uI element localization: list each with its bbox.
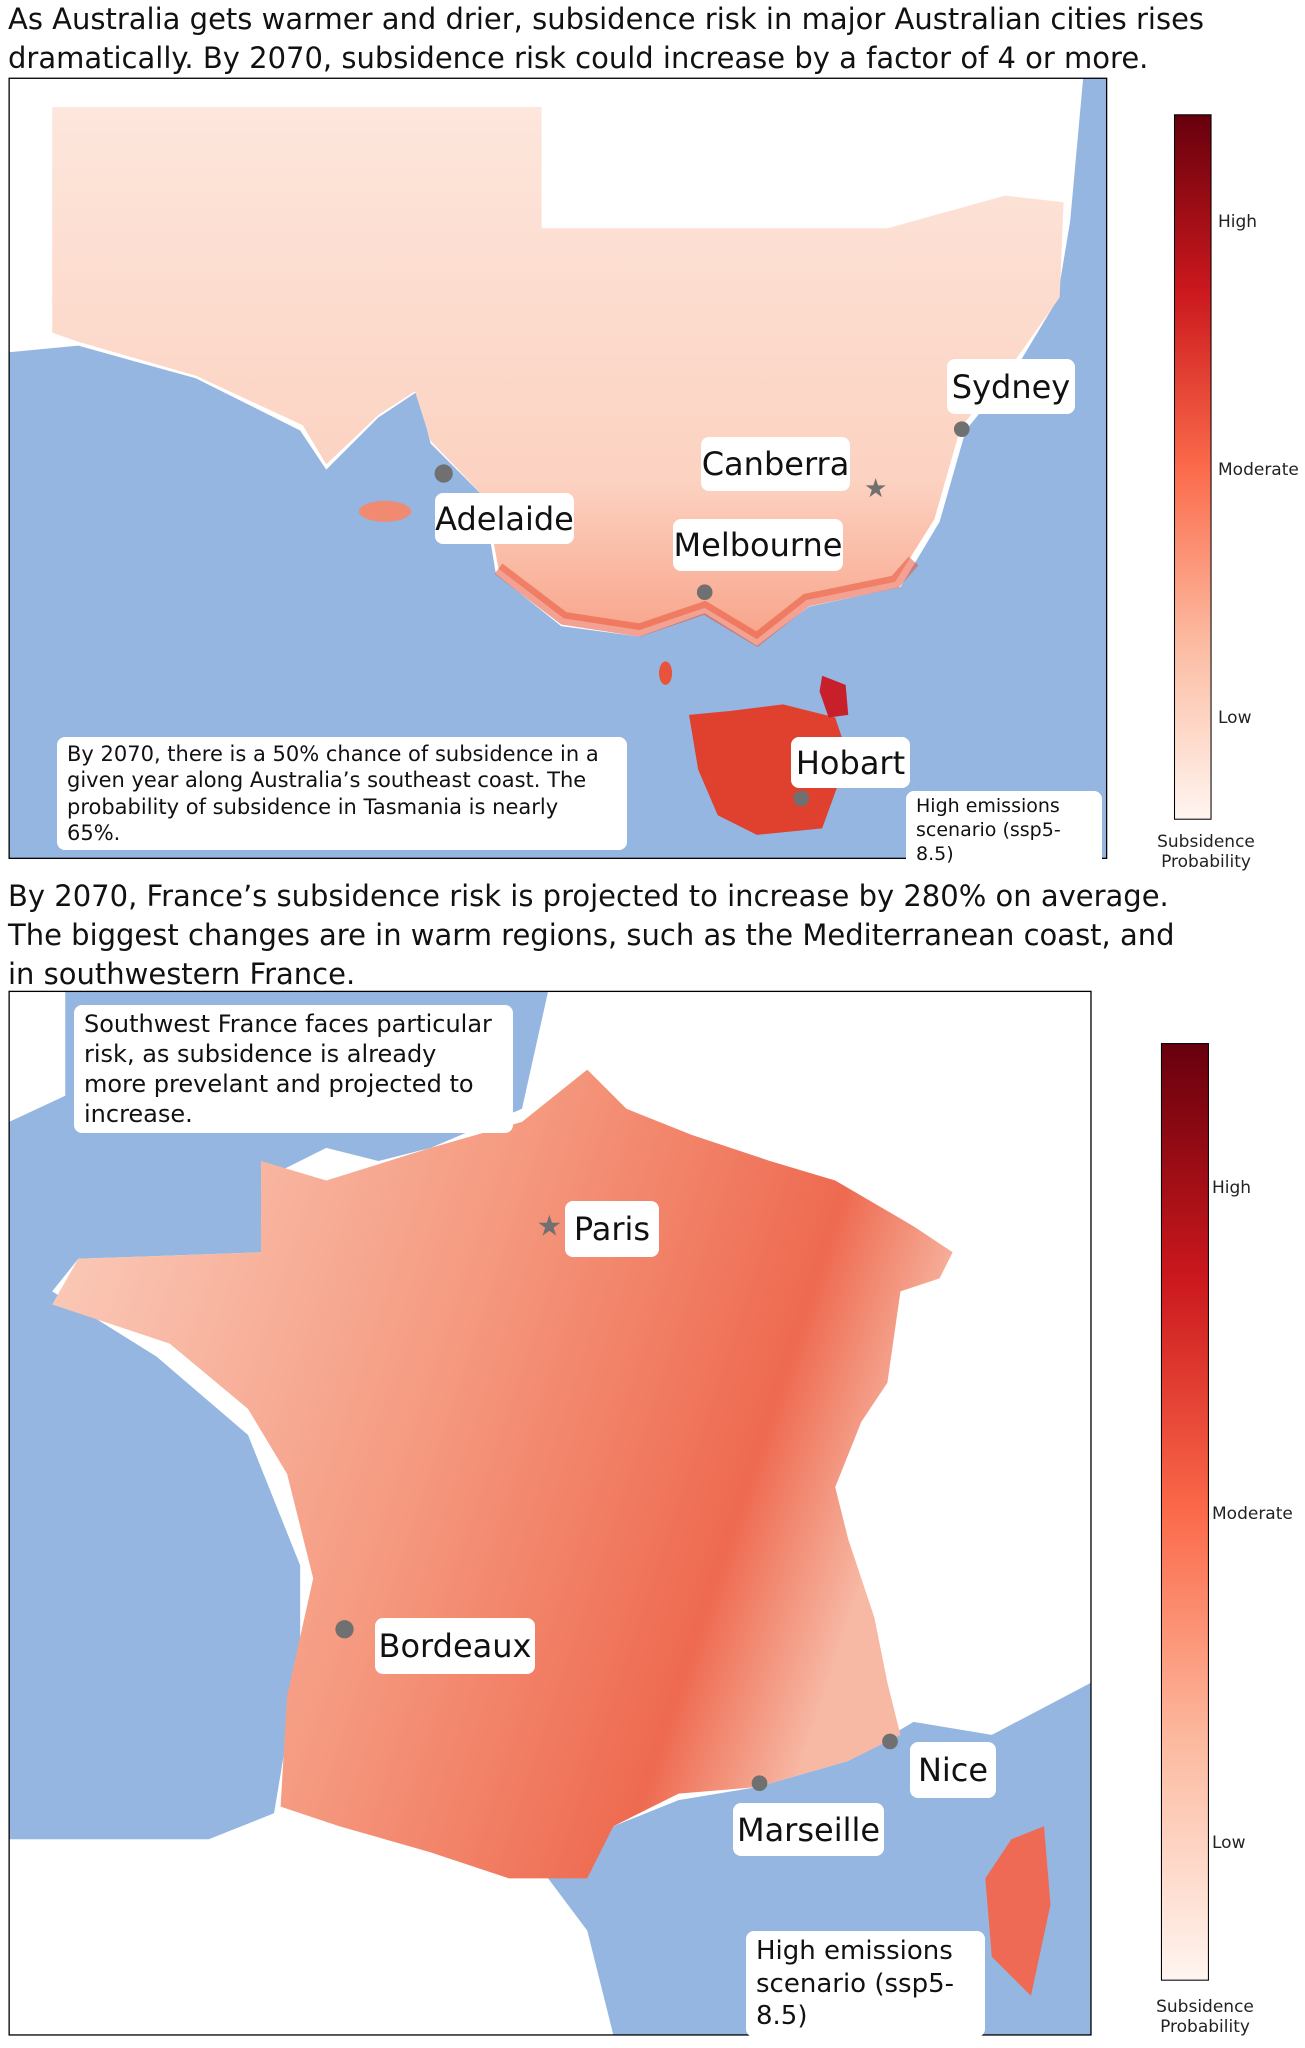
scenario: High emissions scenario (ssp5-8.5) — [906, 791, 1102, 871]
colorbar-tick: High — [1212, 1178, 1252, 1198]
city-label: Melbourne — [673, 519, 843, 571]
risk-area — [52, 106, 1064, 640]
colorbar-label: Subsidence Probability — [1157, 832, 1255, 872]
annotation: Southwest France faces particular risk, … — [74, 1005, 513, 1133]
colorbar-tick: Moderate — [1218, 460, 1299, 480]
capital-star: ★ — [537, 1208, 563, 1242]
scenario: High emissions scenario (ssp5-8.5) — [746, 1931, 985, 2037]
island — [358, 500, 412, 522]
coast-risk — [494, 556, 919, 648]
city-label: Nice — [910, 1742, 996, 1798]
capital-star: ★ — [864, 474, 887, 504]
title: As Australia gets warmer and drier, subs… — [8, 2, 1205, 75]
colorbar-tick: Low — [1218, 708, 1252, 728]
colorbar-tick: Moderate — [1212, 1504, 1293, 1524]
title: By 2070, France’s subsidence risk is pro… — [8, 879, 1175, 991]
city-label: Sydney — [947, 359, 1075, 414]
colorbar — [1173, 114, 1212, 820]
city-label: Paris — [565, 1201, 659, 1257]
risk-area — [52, 1069, 953, 1879]
island — [659, 661, 673, 685]
frame — [8, 990, 1092, 2036]
sea — [9, 991, 549, 1840]
city-label: Hobart — [791, 737, 910, 788]
city-label: Bordeaux — [375, 1618, 535, 1674]
colorbar — [1160, 1043, 1209, 1981]
city-label: Adelaide — [435, 493, 574, 544]
city-dot — [751, 1775, 768, 1792]
colorbar-label: Subsidence Probability — [1156, 1997, 1254, 2037]
frame — [8, 77, 1108, 859]
colorbar-tick: High — [1218, 212, 1258, 232]
city-dot — [882, 1733, 898, 1750]
island — [819, 675, 849, 718]
annotation: By 2070, there is a 50% chance of subsid… — [57, 737, 627, 850]
colorbar-tick: Low — [1212, 1833, 1246, 1853]
city-dot — [434, 464, 453, 483]
city-dot — [793, 790, 810, 807]
city-dot — [696, 584, 713, 601]
city-label: Canberra — [701, 437, 850, 491]
city-dot — [335, 1620, 354, 1639]
city-dot — [953, 421, 970, 437]
corsica — [985, 1826, 1051, 1996]
city-label: Marseille — [733, 1803, 884, 1856]
